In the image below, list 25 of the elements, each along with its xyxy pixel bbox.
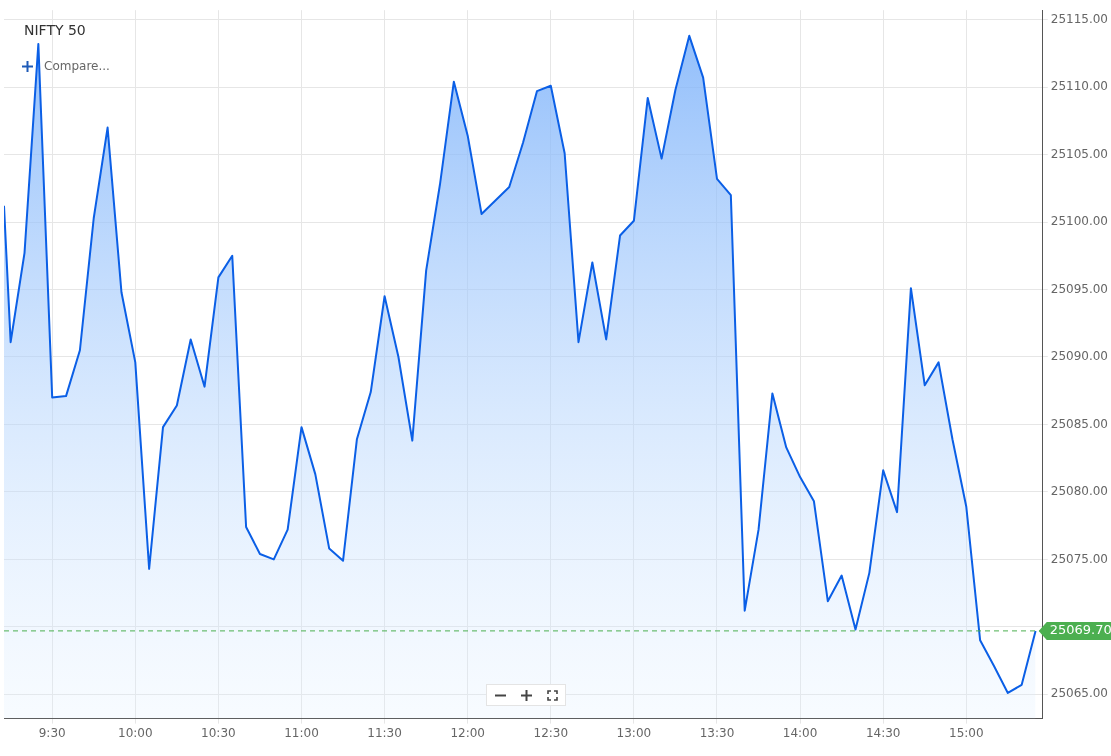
y-tick-label: 25065.00 — [1050, 686, 1109, 701]
y-tick-label: 25105.00 — [1050, 146, 1109, 161]
y-tick-label: 25110.00 — [1050, 79, 1109, 94]
x-tick-label: 11:30 — [367, 725, 402, 740]
y-tick-label: 25095.00 — [1050, 281, 1109, 296]
ref-line-label: 25069.70 — [1049, 622, 1111, 638]
y-tick-label: 25090.00 — [1050, 349, 1109, 364]
x-tick-label: 11:00 — [284, 725, 319, 740]
x-tick-label: 14:30 — [865, 725, 901, 740]
text: NIFTY 50 — [24, 21, 86, 38]
x-tick-label: 10:30 — [201, 725, 236, 740]
x-tick-label: 12:00 — [450, 725, 485, 740]
x-tick-label: 12:30 — [533, 725, 569, 740]
x-tick-label: 13:00 — [616, 725, 652, 740]
x-tick-label: 14:00 — [782, 725, 818, 740]
annotation: Compare... — [44, 59, 110, 73]
x-tick-label: 15:00 — [948, 725, 984, 740]
y-tick-label: 25085.00 — [1050, 416, 1109, 431]
y-tick-label: 25075.00 — [1050, 551, 1109, 566]
x-tick-label: 10:00 — [118, 725, 153, 740]
y-tick-label: 25100.00 — [1050, 214, 1109, 229]
x-tick-label: 9:30 — [38, 725, 66, 740]
x-tick-label: 13:30 — [699, 725, 735, 740]
y-tick-label: 25080.00 — [1050, 484, 1109, 499]
y-tick-label: 25115.00 — [1050, 11, 1109, 26]
